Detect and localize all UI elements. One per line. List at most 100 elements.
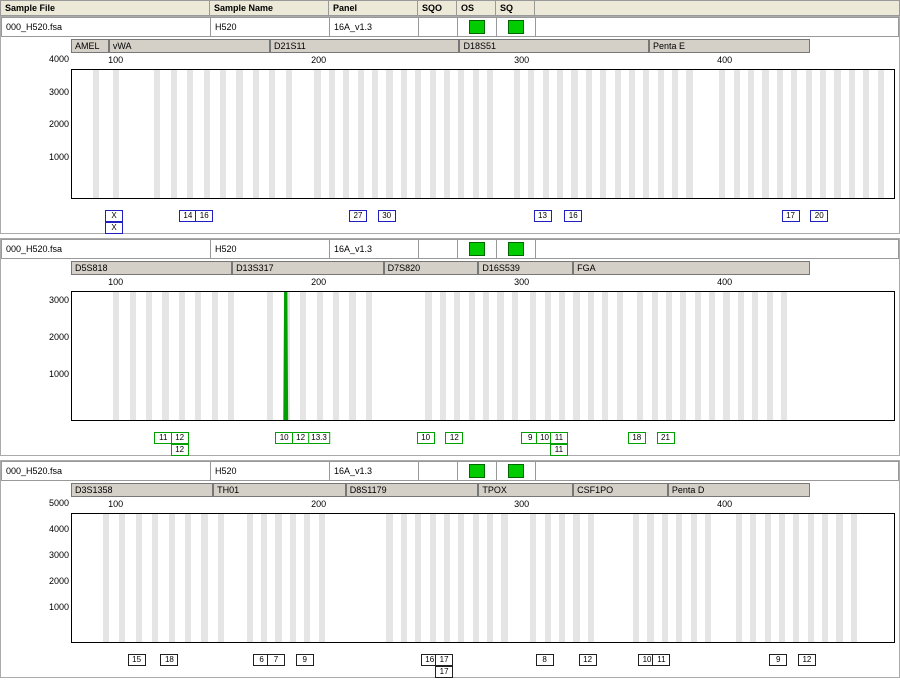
x-tick: 300 [514,499,529,509]
col-sqo: SQO [418,1,457,16]
locus-D3S1358: D3S1358 [71,483,213,497]
allele-label: 12 [292,432,310,444]
locus-D13S317: D13S317 [232,261,384,275]
locus-AMEL: AMEL [71,39,109,53]
allele-label: 7 [267,654,285,666]
sq-status [497,18,536,37]
locus-D5S818: D5S818 [71,261,232,275]
x-tick: 100 [108,55,123,65]
x-tick: 300 [514,277,529,287]
y-tick: 3000 [49,87,69,97]
chart: 100200300400100020003000 [5,291,895,421]
chart: 10020030040010002000300040005000 [5,513,895,643]
header-table: Sample File Sample Name Panel SQO OS SQ [0,0,900,16]
allele-label: X [105,210,123,222]
locus-TH01: TH01 [213,483,346,497]
y-tick: 4000 [49,524,69,534]
x-tick: 200 [311,499,326,509]
x-tick: 100 [108,499,123,509]
y-tick: 5000 [49,498,69,508]
allele-label: 30 [378,210,396,222]
allele-label: 12 [171,444,189,456]
allele-label: X [105,222,123,234]
col-sq: SQ [496,1,535,16]
locus-Penta D: Penta D [668,483,810,497]
allele-label: 17 [435,654,453,666]
trace [72,514,894,643]
x-tick: 400 [717,277,732,287]
y-tick: 3000 [49,550,69,560]
chart: 1002003004001000200030004000 [5,69,895,199]
allele-label: 13.3 [308,432,330,444]
locus-bar: D5S818D13S317D7S820D16S539FGA [1,259,899,275]
x-tick: 100 [108,277,123,287]
x-tick: 200 [311,277,326,287]
electropherogram-panel-2: 000_H520.fsa H520 16A_v1.3 D3S1358TH01D8… [0,460,900,678]
y-tick: 3000 [49,295,69,305]
col-panel: Panel [329,1,418,16]
allele-label: 11 [550,432,568,444]
panel-cell: 16A_v1.3 [330,240,419,259]
locus-Penta E: Penta E [649,39,810,53]
allele-label: 10 [417,432,435,444]
locus-D16S539: D16S539 [478,261,573,275]
x-tick: 300 [514,55,529,65]
plot-area [71,69,895,199]
plot-area [71,291,895,421]
electropherogram-panel-1: 000_H520.fsa H520 16A_v1.3 D5S818D13S317… [0,238,900,456]
allele-label: 27 [349,210,367,222]
plot-area [71,513,895,643]
allele-label: 18 [160,654,178,666]
trace [72,70,894,199]
panel-cell: 16A_v1.3 [330,462,419,481]
allele-label: 12 [445,432,463,444]
locus-bar: AMELvWAD21S11D18S51Penta E [1,37,899,53]
os-status [458,240,497,259]
locus-FGA: FGA [573,261,810,275]
allele-label: 14 [179,210,197,222]
sample-name-cell: H520 [211,240,330,259]
allele-label: 15 [128,654,146,666]
locus-D18S51: D18S51 [459,39,649,53]
sq-status [497,240,536,259]
os-status [458,18,497,37]
allele-label: 11 [550,444,568,456]
allele-label: 9 [769,654,787,666]
allele-label: 8 [536,654,554,666]
allele-row: XX1416273013161720 [71,209,891,233]
allele-label: 9 [296,654,314,666]
sample-file-cell: 000_H520.fsa [2,18,211,37]
y-tick: 2000 [49,332,69,342]
x-tick: 400 [717,499,732,509]
sq-status [497,462,536,481]
trace [72,292,894,421]
sample-name-cell: H520 [211,18,330,37]
allele-row: 15186791617178121011912 [71,653,891,677]
allele-label: 11 [652,654,670,666]
locus-D7S820: D7S820 [384,261,479,275]
allele-label: 12 [798,654,816,666]
locus-CSF1PO: CSF1PO [573,483,668,497]
y-tick: 4000 [49,54,69,64]
y-tick: 1000 [49,152,69,162]
sample-file-cell: 000_H520.fsa [2,240,211,259]
allele-label: 16 [564,210,582,222]
x-tick: 200 [311,55,326,65]
locus-D8S1179: D8S1179 [346,483,479,497]
col-os: OS [457,1,496,16]
y-tick: 2000 [49,119,69,129]
allele-label: 17 [782,210,800,222]
allele-row: 111212101213.3101291011111821 [71,431,891,455]
allele-label: 10 [275,432,293,444]
allele-label: 11 [154,432,172,444]
locus-TPOX: TPOX [478,483,573,497]
col-sample-name: Sample Name [210,1,329,16]
locus-bar: D3S1358TH01D8S1179TPOXCSF1POPenta D [1,481,899,497]
y-tick: 2000 [49,576,69,586]
allele-label: 13 [534,210,552,222]
allele-label: 18 [628,432,646,444]
panel-cell: 16A_v1.3 [330,18,419,37]
os-status [458,462,497,481]
sample-file-cell: 000_H520.fsa [2,462,211,481]
sample-name-cell: H520 [211,462,330,481]
